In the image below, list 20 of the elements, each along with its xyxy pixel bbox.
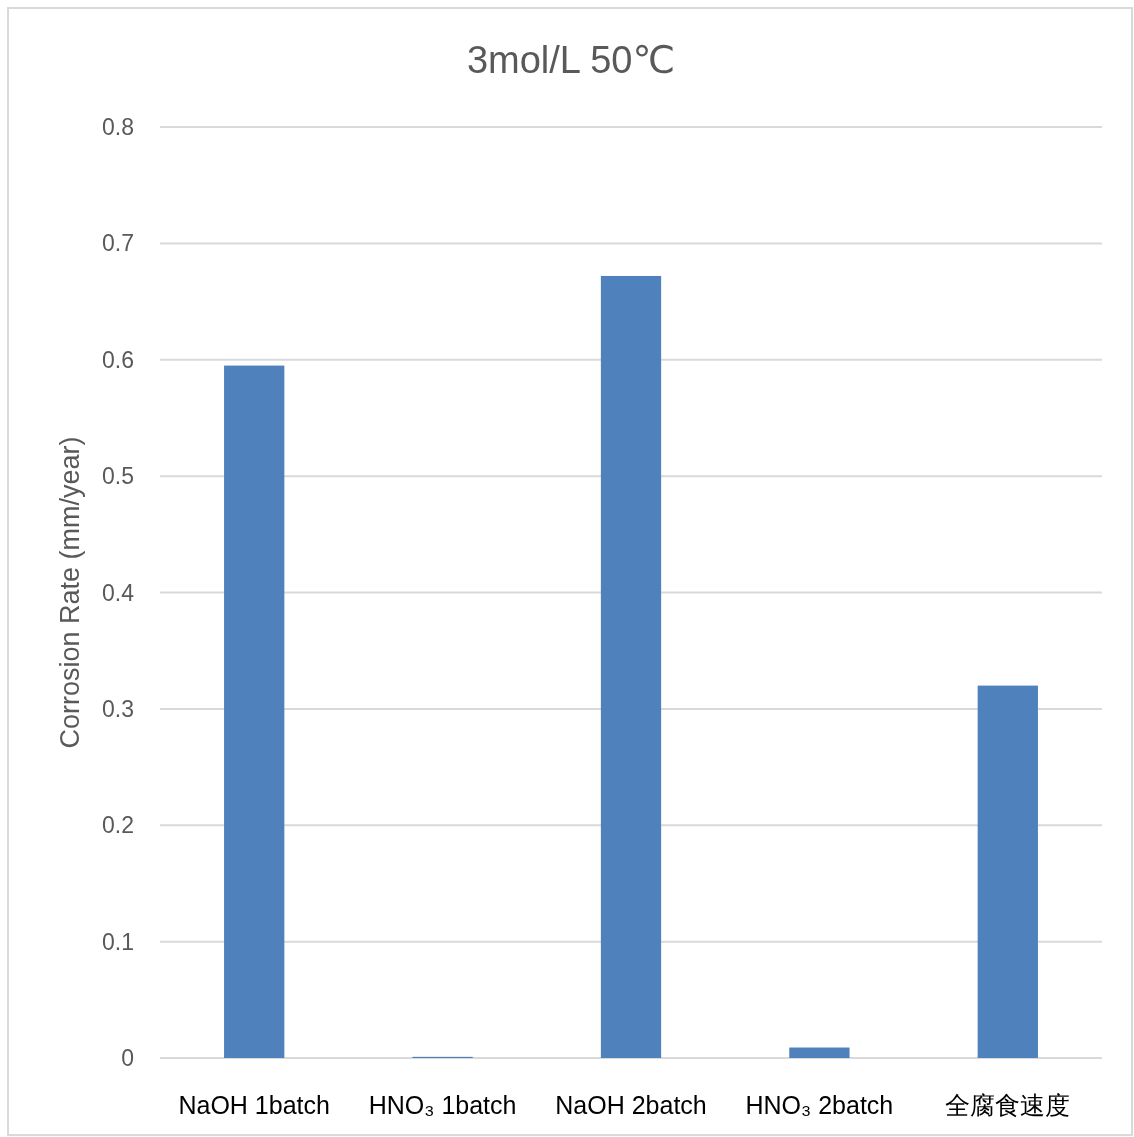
x-tick-label: NaOH 1batch: [178, 1091, 330, 1119]
y-axis-title: Corrosion Rate (mm/year): [55, 436, 85, 749]
y-tick-label: 0.6: [102, 346, 134, 373]
bar: [224, 365, 285, 1058]
y-tick-label: 0.3: [102, 695, 134, 722]
y-tick-label: 0.4: [102, 579, 135, 606]
y-tick-label: 0.2: [102, 812, 134, 839]
y-tick-label: 0.8: [102, 114, 134, 140]
x-tick-label: NaOH 2batch: [555, 1091, 707, 1119]
x-tick-label: HNO₃ 1batch: [368, 1091, 517, 1119]
y-tick-label: 0.1: [102, 928, 134, 955]
y-tick-label: 0.5: [102, 463, 134, 490]
y-tick-label: 0.7: [102, 230, 134, 257]
chart-title: 3mol/L 50℃: [466, 39, 676, 81]
x-tick-label: HNO₃ 2batch: [745, 1091, 894, 1119]
bar: [789, 1047, 850, 1058]
y-tick-label: 0: [121, 1045, 134, 1071]
bar: [977, 685, 1038, 1058]
bar: [600, 275, 662, 1058]
x-tick-label: 全腐食速度: [945, 1091, 1071, 1119]
